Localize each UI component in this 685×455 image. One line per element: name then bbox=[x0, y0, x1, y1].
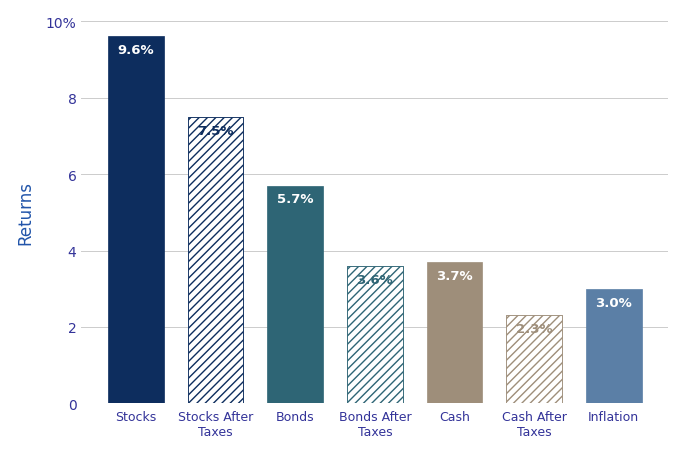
Y-axis label: Returns: Returns bbox=[16, 181, 35, 245]
Text: 3.6%: 3.6% bbox=[356, 273, 393, 286]
Bar bbox=[506, 316, 562, 404]
Text: 9.6%: 9.6% bbox=[118, 44, 154, 57]
Text: 5.7%: 5.7% bbox=[277, 193, 314, 206]
Bar bbox=[586, 289, 642, 404]
Text: 3.0%: 3.0% bbox=[595, 296, 632, 309]
Bar bbox=[188, 117, 243, 404]
Bar bbox=[347, 266, 403, 404]
Bar bbox=[347, 266, 403, 404]
Text: 7.5%: 7.5% bbox=[197, 124, 234, 137]
Bar bbox=[108, 37, 164, 404]
Bar bbox=[188, 117, 243, 404]
Bar bbox=[506, 316, 562, 404]
Bar bbox=[427, 263, 482, 404]
Bar bbox=[267, 186, 323, 404]
Text: 3.7%: 3.7% bbox=[436, 269, 473, 282]
Text: 2.3%: 2.3% bbox=[516, 323, 553, 336]
